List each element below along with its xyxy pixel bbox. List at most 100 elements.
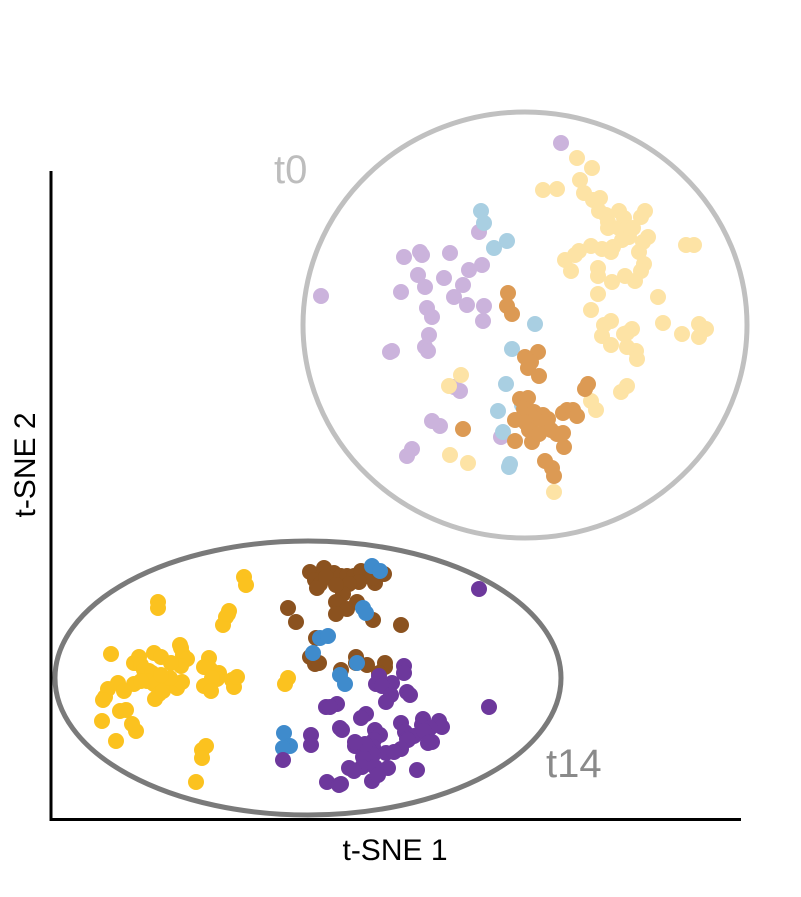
data-point <box>486 240 502 256</box>
data-point <box>572 172 588 188</box>
data-point <box>691 316 707 332</box>
data-point <box>153 649 169 665</box>
data-point <box>531 368 547 384</box>
data-point <box>455 421 471 437</box>
data-point <box>555 425 571 441</box>
data-point <box>420 343 436 359</box>
data-point <box>650 289 666 305</box>
data-point <box>409 762 425 778</box>
data-point <box>277 676 293 692</box>
data-point <box>476 215 492 231</box>
data-point <box>94 713 110 729</box>
data-point <box>349 655 365 671</box>
data-point <box>275 740 291 756</box>
data-point <box>313 288 329 304</box>
data-point <box>441 378 457 394</box>
data-point <box>459 297 475 313</box>
data-point <box>476 298 492 314</box>
data-point <box>674 326 690 342</box>
data-point <box>442 245 458 261</box>
data-point <box>500 285 516 301</box>
data-point <box>474 257 490 273</box>
data-point <box>507 433 523 449</box>
data-point <box>396 665 412 681</box>
data-point <box>546 484 562 500</box>
data-point <box>196 659 212 675</box>
data-point <box>358 605 374 621</box>
data-point <box>584 160 600 176</box>
data-point <box>384 343 400 359</box>
data-point <box>501 459 517 475</box>
data-point <box>434 719 450 735</box>
data-point <box>613 384 629 400</box>
data-point <box>629 351 645 367</box>
data-point <box>461 262 477 278</box>
data-point <box>378 694 394 710</box>
data-point <box>194 750 210 766</box>
data-point <box>504 341 520 357</box>
data-point <box>455 277 471 293</box>
data-point <box>520 360 536 376</box>
data-point <box>499 233 515 249</box>
data-point <box>328 577 344 593</box>
data-point <box>346 763 362 779</box>
data-point <box>604 274 620 290</box>
data-point <box>133 673 149 689</box>
data-point <box>420 735 436 751</box>
data-point <box>481 699 497 715</box>
data-point <box>280 600 296 616</box>
data-points <box>94 135 714 793</box>
data-point <box>471 581 487 597</box>
data-point <box>616 326 632 342</box>
data-point <box>546 468 562 484</box>
data-point <box>637 203 653 219</box>
data-point <box>372 563 388 579</box>
data-point <box>535 182 551 198</box>
data-point <box>504 306 520 322</box>
data-point <box>619 339 635 355</box>
data-point <box>475 313 491 329</box>
data-point <box>446 289 462 305</box>
data-point <box>490 403 506 419</box>
data-point <box>309 580 325 596</box>
data-point <box>556 439 572 455</box>
data-point <box>347 734 363 750</box>
data-point <box>453 367 469 383</box>
data-point <box>276 725 292 741</box>
group-ellipses <box>52 109 750 818</box>
group-label-t14: t14 <box>546 742 602 786</box>
group-ellipse-t0 <box>300 109 750 541</box>
data-point <box>303 737 319 753</box>
data-point <box>320 628 336 644</box>
data-point <box>583 302 599 318</box>
data-point <box>563 263 579 279</box>
data-point <box>153 667 169 683</box>
data-point <box>588 402 604 418</box>
data-point <box>569 150 585 166</box>
data-point <box>353 710 369 726</box>
data-point <box>569 408 585 424</box>
data-point <box>238 577 254 593</box>
data-point <box>393 284 409 300</box>
group-label-t0: t0 <box>274 148 307 192</box>
group-ellipse-t14 <box>52 538 564 818</box>
data-point <box>124 716 140 732</box>
data-point <box>188 774 204 790</box>
data-point <box>592 190 608 206</box>
y-axis-label: t-SNE 2 <box>9 412 42 517</box>
data-point <box>686 237 702 253</box>
data-point <box>108 733 124 749</box>
data-point <box>116 683 132 699</box>
data-point <box>531 426 547 442</box>
data-point <box>527 316 543 332</box>
data-point <box>424 309 440 325</box>
data-point <box>590 268 606 284</box>
data-point <box>95 692 111 708</box>
data-point <box>498 376 514 392</box>
data-point <box>305 645 321 661</box>
data-point <box>334 722 350 738</box>
data-point <box>473 203 489 219</box>
data-point <box>549 181 565 197</box>
data-point <box>220 606 236 622</box>
data-point <box>436 270 452 286</box>
